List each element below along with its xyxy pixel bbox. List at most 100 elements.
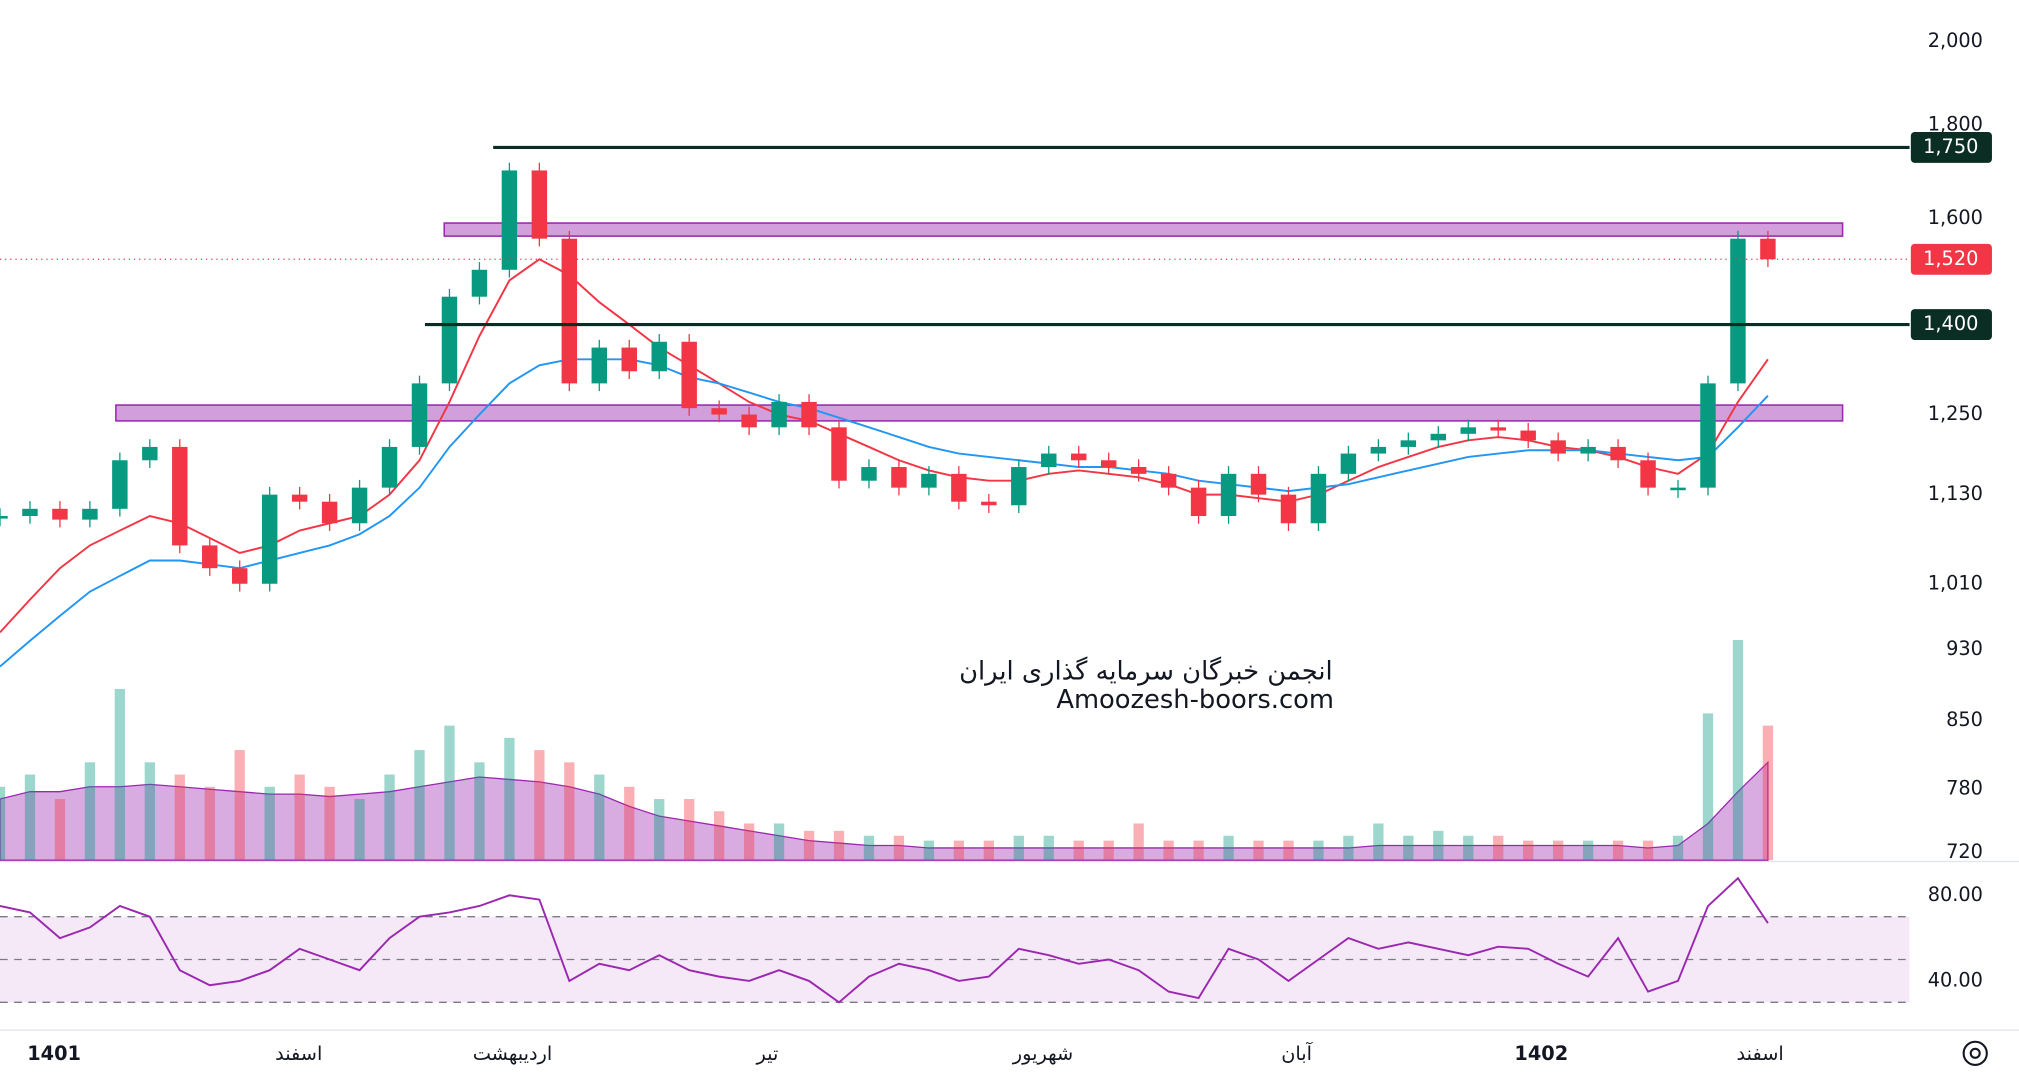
moving-average (0, 358, 1769, 668)
candle (291, 494, 308, 502)
candle (1760, 238, 1776, 260)
volume-bar (534, 750, 545, 861)
volume-bar (294, 774, 305, 861)
volume-bar (654, 799, 665, 861)
candle (1310, 473, 1327, 524)
zone (115, 404, 1844, 422)
candle (831, 427, 847, 481)
candle (1250, 473, 1267, 495)
candle (771, 401, 787, 428)
price-tag (1910, 309, 1992, 341)
volume-bar (743, 823, 755, 861)
candle (531, 170, 548, 239)
candle (921, 473, 937, 488)
volume-bar (1043, 835, 1054, 861)
volume-bar (24, 774, 36, 861)
candle (52, 508, 68, 520)
y-tick-label: 1,800 (1928, 113, 1983, 136)
time-label: 1402 (1514, 1042, 1568, 1065)
watermark: انجمن خبرگان سرمایه گذاری ایران (959, 656, 1333, 687)
candle (321, 501, 338, 524)
volume-bar (1133, 823, 1144, 861)
volume-bar (773, 823, 785, 861)
volume-bar (953, 840, 965, 861)
volume-bar (1463, 835, 1474, 861)
volume-bar (1553, 840, 1564, 861)
candle (441, 296, 458, 384)
volume-bar (1642, 840, 1654, 861)
volume-bar (1283, 840, 1294, 861)
volume-bar (1073, 840, 1084, 861)
volume-bar (684, 799, 695, 861)
candle (801, 401, 817, 428)
candle (891, 467, 907, 488)
candle (951, 473, 967, 502)
time-label: 1401 (27, 1042, 81, 1065)
price-tag (1910, 243, 1992, 275)
candle (1011, 467, 1027, 506)
watermark: Amoozesh-boors.com (1056, 685, 1334, 715)
candle (112, 460, 128, 509)
volume-bar (204, 786, 215, 861)
volume-bar (1373, 823, 1384, 861)
candle (1400, 440, 1417, 447)
volume-bar (863, 835, 875, 861)
volume-bar (1343, 835, 1354, 861)
candle (82, 508, 98, 520)
zone (443, 222, 1844, 237)
volume-bar (624, 786, 635, 861)
volume-bar (893, 835, 905, 861)
candle (501, 170, 518, 270)
candle (1460, 427, 1476, 434)
candle (591, 347, 608, 384)
y-tick-label: 780 (1946, 776, 1983, 799)
candle (142, 446, 158, 461)
candle (681, 341, 697, 409)
candle (202, 545, 218, 569)
volume-bar (1013, 835, 1024, 861)
candle (861, 467, 877, 481)
candle (1071, 453, 1087, 461)
candle (651, 341, 667, 372)
price-tag-label: 1,400 (1923, 312, 1978, 335)
volume-bar (1223, 835, 1234, 861)
candle (1190, 487, 1207, 517)
volume-bar (324, 786, 335, 861)
candle (172, 446, 188, 546)
candle (1220, 473, 1237, 517)
candle (1490, 427, 1506, 431)
candle (471, 269, 488, 297)
candle (1130, 467, 1147, 474)
candle (411, 383, 428, 447)
rsi-line (0, 876, 1769, 1004)
volume-bar (564, 762, 575, 861)
volume-bar (264, 786, 275, 861)
candle (0, 516, 8, 519)
volume-bar (1313, 840, 1324, 861)
price-tag (1910, 131, 1992, 163)
volume-bar (0, 786, 6, 861)
candle (1041, 453, 1057, 468)
candle (1520, 430, 1536, 441)
candle (1610, 446, 1626, 461)
candle (1340, 453, 1357, 474)
candle (561, 238, 578, 384)
volume-bar (1582, 840, 1594, 861)
volume-bar (1702, 713, 1714, 861)
candle (711, 408, 727, 415)
candle (351, 487, 368, 524)
settings-icon[interactable] (1962, 1040, 1988, 1066)
candle (1550, 440, 1566, 454)
volume-bar (114, 688, 126, 861)
volume-bar (1523, 840, 1534, 861)
time-label: شهریور (1012, 1042, 1073, 1065)
candle (1700, 383, 1716, 488)
volume-bar (1762, 725, 1774, 861)
volume-bar (714, 811, 725, 861)
time-label: اسفند (275, 1042, 322, 1065)
volume-bar (1103, 840, 1114, 861)
volume-bar (144, 762, 155, 861)
volume-bar (1193, 840, 1204, 861)
candle (1370, 446, 1387, 454)
volume-bar (1612, 840, 1624, 861)
